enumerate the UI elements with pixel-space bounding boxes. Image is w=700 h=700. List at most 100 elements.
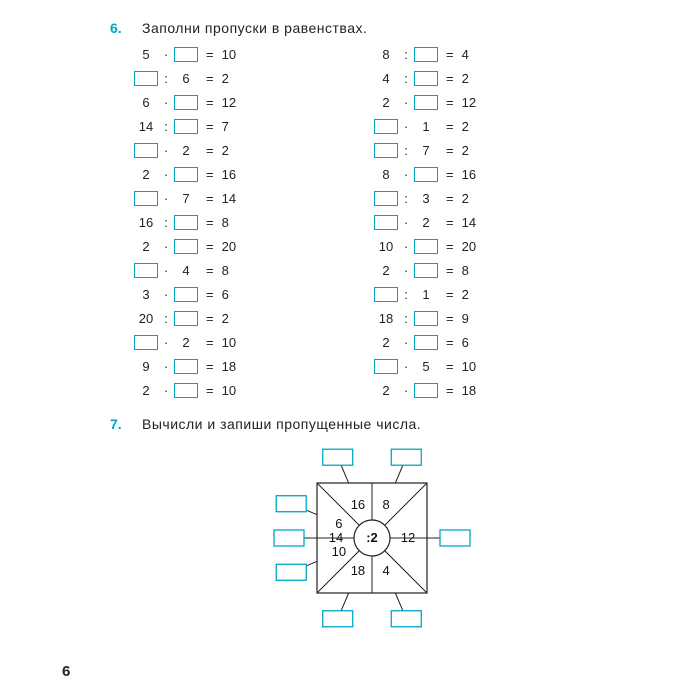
operator: : <box>398 287 414 302</box>
result: 18 <box>222 359 246 374</box>
equation-row: ·4=8 <box>134 258 334 282</box>
blank-input[interactable] <box>414 311 438 326</box>
result: 10 <box>222 383 246 398</box>
blank-input[interactable] <box>414 239 438 254</box>
equals-sign: = <box>206 71 214 86</box>
equation-row: 14:=7 <box>134 114 334 138</box>
blank-input[interactable] <box>414 335 438 350</box>
operand-b: 2 <box>174 335 198 350</box>
equals-sign: = <box>446 287 454 302</box>
answer-box[interactable] <box>276 564 306 580</box>
svg-text:4: 4 <box>382 563 389 578</box>
svg-text:12: 12 <box>401 530 415 545</box>
answer-box[interactable] <box>391 611 421 627</box>
blank-input[interactable] <box>414 47 438 62</box>
operand-a: 18 <box>374 311 398 326</box>
blank-input[interactable] <box>174 215 198 230</box>
operator: : <box>398 143 414 158</box>
blank-input[interactable] <box>414 263 438 278</box>
answer-box[interactable] <box>391 449 421 465</box>
operand-b: 1 <box>414 119 438 134</box>
equals-sign: = <box>206 263 214 278</box>
operand-a: 9 <box>134 359 158 374</box>
blank-input[interactable] <box>374 143 398 158</box>
equation-row: 2·=20 <box>134 234 334 258</box>
svg-text:14: 14 <box>329 530 343 545</box>
blank-input[interactable] <box>374 191 398 206</box>
operand-a: 2 <box>374 95 398 110</box>
operand-a: 2 <box>374 263 398 278</box>
equation-row: 10·=20 <box>374 234 574 258</box>
blank-input[interactable] <box>414 167 438 182</box>
equals-sign: = <box>206 215 214 230</box>
answer-box[interactable] <box>274 530 304 546</box>
operand-b: 3 <box>414 191 438 206</box>
equation-row: 2·=8 <box>374 258 574 282</box>
result: 2 <box>462 143 486 158</box>
equals-sign: = <box>206 143 214 158</box>
equals-sign: = <box>446 359 454 374</box>
operand-a: 16 <box>134 215 158 230</box>
operator: · <box>398 215 414 230</box>
equals-sign: = <box>206 287 214 302</box>
equals-sign: = <box>446 143 454 158</box>
operand-b: 5 <box>414 359 438 374</box>
equals-sign: = <box>206 383 214 398</box>
blank-input[interactable] <box>134 263 158 278</box>
blank-input[interactable] <box>134 335 158 350</box>
answer-box[interactable] <box>323 449 353 465</box>
operator: · <box>158 383 174 398</box>
equation-row: 16:=8 <box>134 210 334 234</box>
blank-input[interactable] <box>374 119 398 134</box>
blank-input[interactable] <box>174 239 198 254</box>
answer-box[interactable] <box>276 496 306 512</box>
blank-input[interactable] <box>414 95 438 110</box>
answer-box[interactable] <box>440 530 470 546</box>
blank-input[interactable] <box>134 71 158 86</box>
svg-text:10: 10 <box>332 544 346 559</box>
equation-row: ·2=10 <box>134 330 334 354</box>
operand-b: 2 <box>174 143 198 158</box>
result: 2 <box>222 311 246 326</box>
blank-input[interactable] <box>374 287 398 302</box>
answer-box[interactable] <box>323 611 353 627</box>
operator: : <box>398 71 414 86</box>
result: 20 <box>462 239 486 254</box>
svg-text:18: 18 <box>351 563 365 578</box>
operand-a: 2 <box>134 167 158 182</box>
equation-row: 2·=6 <box>374 330 574 354</box>
blank-input[interactable] <box>174 287 198 302</box>
blank-input[interactable] <box>374 215 398 230</box>
operator: · <box>158 47 174 62</box>
blank-input[interactable] <box>174 383 198 398</box>
blank-input[interactable] <box>374 359 398 374</box>
blank-input[interactable] <box>134 143 158 158</box>
equation-row: :7=2 <box>374 138 574 162</box>
operator: : <box>158 311 174 326</box>
svg-text:16: 16 <box>351 497 365 512</box>
result: 10 <box>462 359 486 374</box>
result: 2 <box>462 71 486 86</box>
result: 10 <box>222 47 246 62</box>
operator: : <box>158 215 174 230</box>
result: 8 <box>462 263 486 278</box>
operator: · <box>398 119 414 134</box>
operator: · <box>158 239 174 254</box>
equals-sign: = <box>446 215 454 230</box>
result: 2 <box>222 143 246 158</box>
blank-input[interactable] <box>174 359 198 374</box>
result: 20 <box>222 239 246 254</box>
blank-input[interactable] <box>174 47 198 62</box>
equation-row: :3=2 <box>374 186 574 210</box>
equation-row: ·2=14 <box>374 210 574 234</box>
equals-sign: = <box>446 239 454 254</box>
blank-input[interactable] <box>174 167 198 182</box>
blank-input[interactable] <box>414 71 438 86</box>
blank-input[interactable] <box>414 383 438 398</box>
operator: : <box>398 47 414 62</box>
blank-input[interactable] <box>174 95 198 110</box>
blank-input[interactable] <box>174 311 198 326</box>
blank-input[interactable] <box>134 191 158 206</box>
blank-input[interactable] <box>174 119 198 134</box>
operand-a: 10 <box>374 239 398 254</box>
